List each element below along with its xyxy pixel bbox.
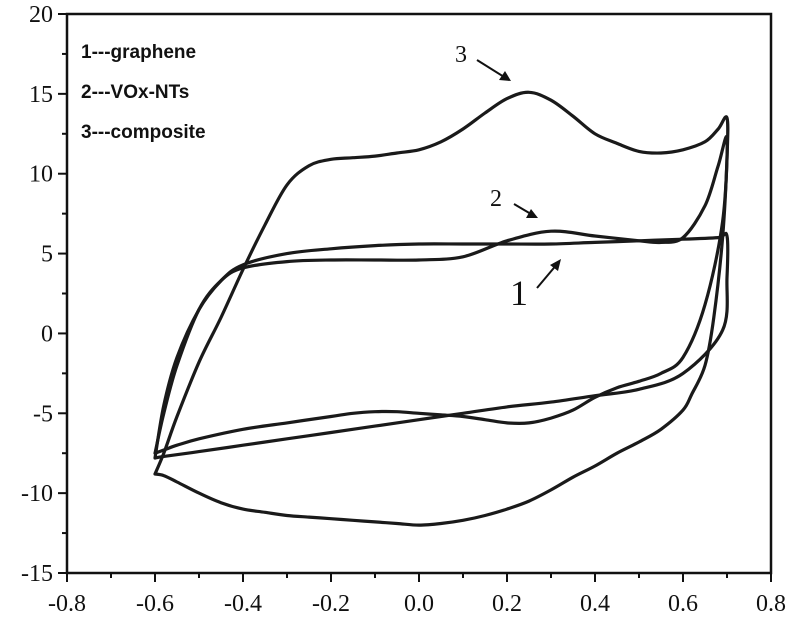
series-curves [153, 90, 730, 527]
y-tick-label: -5 [33, 401, 53, 427]
x-tick-label: 0.4 [580, 591, 610, 617]
x-tick-label: 0.0 [404, 591, 434, 617]
series-line-2 [153, 135, 729, 455]
axis-ticks [58, 13, 772, 582]
legend-entry-3: 3---composite [81, 122, 206, 143]
annotations: 3 2 1 [455, 42, 561, 313]
legend-entry-1: 1---graphene [81, 42, 196, 63]
y-tick-label: 10 [29, 162, 53, 188]
annotation-label-3: 3 [455, 42, 467, 68]
x-tick-labels: -0.8 -0.6 -0.4 -0.2 0.0 0.2 0.4 0.6 0.8 [48, 591, 786, 617]
series-line-3 [153, 90, 730, 527]
annotation-label-2: 2 [490, 186, 502, 212]
annotation-arrowhead-2 [526, 209, 538, 218]
y-tick-label: 20 [29, 2, 53, 28]
y-tick-label: 0 [41, 321, 53, 347]
x-tick-label: -0.8 [48, 591, 86, 617]
x-tick-label: -0.2 [312, 591, 350, 617]
y-tick-label: 5 [41, 242, 53, 268]
x-tick-label: 0.2 [492, 591, 522, 617]
x-tick-label: -0.6 [136, 591, 174, 617]
x-tick-label: 0.6 [668, 591, 698, 617]
legend: 1---graphene 2---VOx-NTs 3---composite [81, 42, 206, 143]
y-tick-label: 15 [29, 82, 53, 108]
annotation-arrowhead-3 [499, 71, 511, 81]
annotation-label-1: 1 [510, 273, 528, 313]
series-line-1 [153, 231, 730, 460]
y-tick-label: -10 [21, 481, 53, 507]
y-tick-label: -15 [21, 561, 53, 587]
x-tick-label: -0.4 [224, 591, 262, 617]
x-tick-label: 0.8 [756, 591, 786, 617]
annotation-arrowhead-1 [550, 259, 561, 271]
legend-entry-2: 2---VOx-NTs [81, 82, 189, 103]
y-tick-labels: -15 -10 -5 0 5 10 15 20 [21, 2, 53, 587]
